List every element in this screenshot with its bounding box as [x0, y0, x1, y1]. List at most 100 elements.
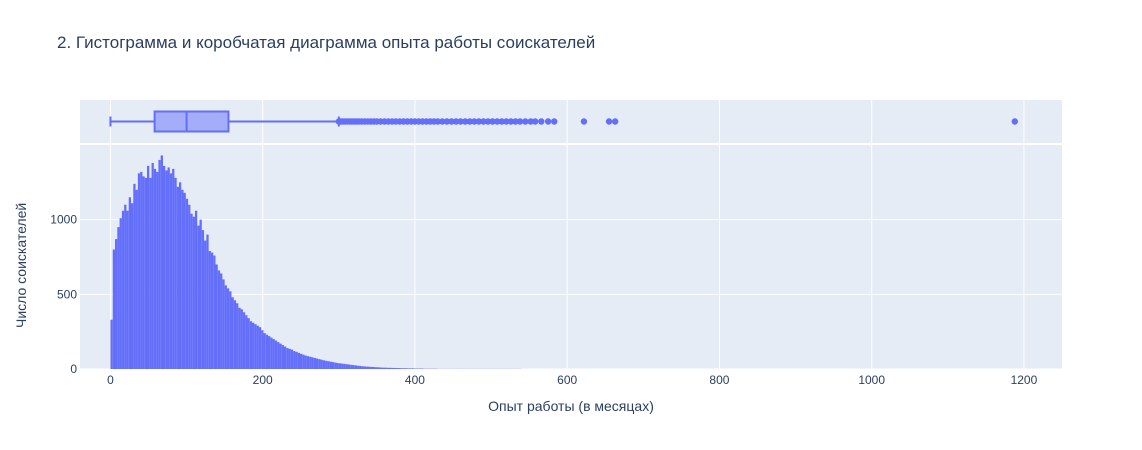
box-outlier-point [551, 118, 558, 125]
histogram-bar [149, 177, 152, 369]
histogram-bar [231, 297, 234, 369]
histogram-bar [395, 368, 399, 369]
box-outlier-point [605, 118, 613, 125]
histogram-bar [368, 366, 371, 369]
histogram-bar [274, 340, 278, 369]
histogram-bar [215, 264, 218, 369]
y-tick-label: 1000 [50, 213, 77, 227]
histogram-bar [183, 192, 186, 369]
box-outlier-point [457, 118, 464, 125]
histogram-bar [366, 366, 369, 369]
histogram-bar [156, 171, 159, 369]
histogram-bar [140, 171, 143, 369]
histogram-bar [210, 252, 214, 369]
histogram-bar [363, 366, 367, 369]
axis-ticks: 0 200 400 600 800 1000 1200 0 500 1000 [50, 213, 1037, 387]
y-tick-label: 500 [57, 287, 77, 301]
histogram-bar [327, 361, 330, 369]
histogram-bar [398, 368, 401, 369]
box-outlier-point [466, 118, 473, 125]
histogram-bar [400, 368, 403, 369]
box-outlier-point [1011, 118, 1018, 125]
box-outlier-point [498, 118, 505, 125]
histogram-bar [407, 368, 410, 369]
histogram-bar [160, 155, 163, 369]
histogram-bar [295, 351, 298, 369]
histogram-bar [350, 364, 353, 369]
box-outlier-point [448, 118, 455, 125]
box-outlier-point [611, 118, 619, 125]
histogram-bar [382, 367, 385, 369]
box-outlier-point [461, 118, 469, 125]
histogram-bar [268, 336, 271, 369]
histogram-bar [277, 342, 280, 369]
histogram-bar [124, 204, 127, 369]
box-outlier-point [489, 118, 496, 125]
box-outlier-point [507, 118, 515, 125]
histogram-bar [391, 367, 394, 369]
histogram-bar [197, 225, 200, 369]
histogram-bar [236, 303, 239, 369]
histogram-bar [370, 366, 374, 369]
histogram-bar [361, 366, 364, 369]
histogram-bar [336, 363, 339, 369]
histogram-bar [238, 307, 241, 369]
histogram-bar [377, 367, 380, 369]
x-tick-label: 0 [107, 373, 114, 387]
box-outlier-point [480, 118, 487, 125]
histogram-bar [169, 173, 173, 369]
y-tick-label: 0 [70, 362, 77, 376]
histogram-bar [144, 177, 147, 369]
x-axis-label-wrap: Опыт работы (в месяцах) [0, 398, 1142, 414]
histogram-bar [261, 330, 264, 369]
histogram-bar [146, 165, 150, 369]
histogram-bar [281, 345, 285, 369]
histogram-bar [311, 357, 314, 369]
box-outlier-point [475, 118, 483, 125]
histogram-bar [341, 363, 344, 369]
box-outlier-point [484, 118, 492, 125]
histogram-bar [300, 353, 303, 369]
histogram-bar [411, 368, 415, 369]
box-iqr [153, 110, 230, 133]
histogram-bar [162, 165, 166, 369]
x-tick-label: 600 [557, 373, 577, 387]
x-tick-label: 400 [405, 373, 425, 387]
histogram-bar [224, 285, 227, 369]
histogram-bar [338, 363, 342, 369]
box-outlier-point [532, 118, 539, 125]
histogram-bar [357, 365, 360, 369]
box-outlier-point [527, 118, 534, 125]
histogram-bar [343, 363, 346, 369]
box-plot [109, 110, 1018, 133]
histogram-bar [201, 230, 205, 369]
histogram-bar [329, 361, 332, 369]
histogram-bar [354, 365, 358, 369]
box-outlier-point [544, 118, 552, 125]
histogram-bar [252, 322, 255, 369]
histogram-bar [174, 177, 177, 369]
histogram-bar [309, 356, 312, 369]
histogram-bar [131, 203, 134, 369]
histogram-bar [249, 321, 253, 369]
histogram-bar [304, 355, 307, 369]
histogram-bar [213, 255, 216, 369]
histogram-bar [284, 346, 287, 369]
histogram-bar [347, 364, 351, 369]
histogram-bar [115, 239, 118, 369]
histogram-bar [265, 334, 269, 369]
histogram-bar [110, 319, 113, 369]
histogram-bar [302, 354, 305, 369]
histogram-bar [315, 358, 319, 369]
histogram-bar [158, 159, 161, 369]
histogram-bar [384, 367, 387, 369]
x-tick-label: 800 [709, 373, 729, 387]
histogram-bar [204, 240, 207, 369]
x-axis-label: Опыт работы (в месяцах) [488, 398, 654, 414]
histogram-bar [258, 327, 262, 369]
histogram-bar [345, 364, 348, 369]
histogram-bar [137, 173, 141, 369]
histogram-bar [293, 351, 296, 369]
histogram-bar [286, 348, 289, 369]
histogram-bar [256, 325, 259, 369]
